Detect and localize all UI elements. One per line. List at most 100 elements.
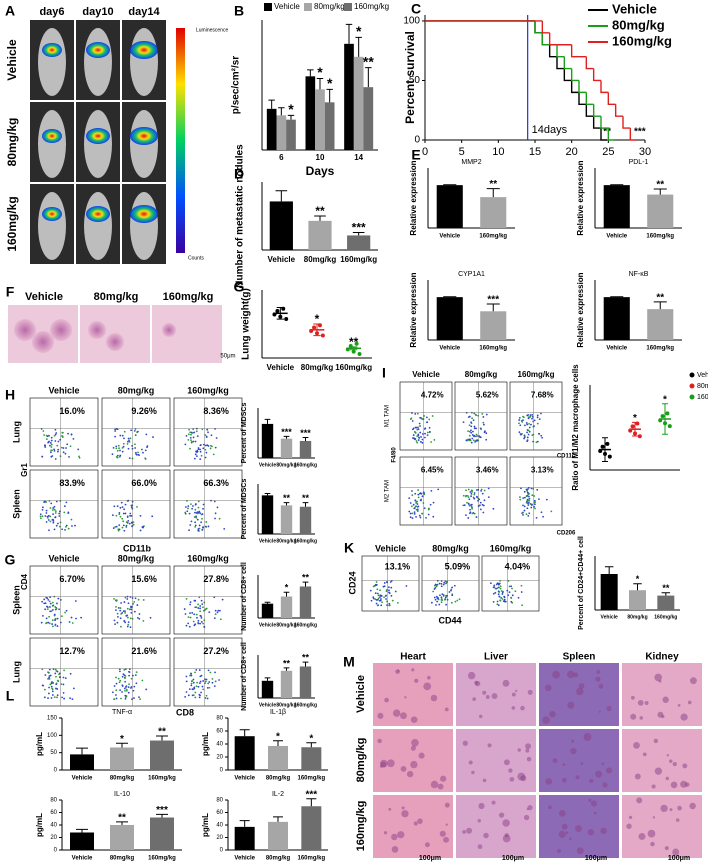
flow-event <box>211 681 214 684</box>
flow-event <box>468 424 471 427</box>
error-bar <box>239 820 250 827</box>
flow-event <box>497 593 500 596</box>
flow-event <box>49 451 52 454</box>
bar <box>600 574 618 610</box>
flow-plot <box>101 469 171 539</box>
error-bar <box>156 813 168 818</box>
bar <box>305 76 316 150</box>
flow-event <box>133 697 135 699</box>
x-tick-label: 80mg/kg <box>276 538 296 544</box>
flow-event <box>51 687 53 690</box>
flow-event <box>445 603 448 606</box>
flow-event <box>379 599 382 602</box>
flow-event <box>47 599 50 601</box>
flow-event <box>204 680 207 683</box>
flow-event <box>416 435 419 438</box>
tissue-detail <box>670 781 678 789</box>
flow-event <box>116 621 119 624</box>
y-axis-label: Number of CD8+ cell <box>241 642 248 711</box>
flow-event <box>54 440 57 442</box>
flow-event <box>49 602 52 605</box>
bar <box>280 438 293 458</box>
flow-event <box>51 623 54 625</box>
flow-event <box>199 444 202 447</box>
tissue-detail <box>444 707 449 712</box>
survival-step <box>592 68 601 82</box>
flow-event <box>56 694 59 697</box>
flow-event <box>415 500 418 503</box>
flow-event <box>116 454 119 457</box>
flow-event <box>196 455 198 457</box>
flow-event <box>536 416 539 419</box>
flow-event <box>74 600 77 602</box>
error-bar <box>283 667 290 671</box>
tissue-detail <box>515 689 518 693</box>
flow-event <box>389 581 392 583</box>
flow-event <box>62 447 65 449</box>
tissue-detail <box>487 743 492 748</box>
histology-image <box>539 729 619 792</box>
mouse-body <box>84 192 112 260</box>
panel-letter: F <box>6 284 15 300</box>
flow-event <box>197 622 200 624</box>
survival-step <box>578 80 587 94</box>
flow-event <box>188 512 191 515</box>
annotation: ** <box>302 573 310 583</box>
flow-event <box>482 504 485 507</box>
x-tick-label: Vehicle <box>606 234 627 240</box>
flow-event <box>52 625 54 628</box>
chart-title: IL-10 <box>114 791 130 798</box>
flow-event <box>440 580 443 582</box>
flow-event <box>119 506 122 509</box>
error-bar <box>632 421 638 437</box>
flow-event <box>536 422 539 425</box>
flow-event <box>71 525 73 527</box>
annotation: *** <box>634 127 646 138</box>
survival-step <box>614 104 623 117</box>
flow-event <box>144 457 147 460</box>
flow-event <box>202 447 205 450</box>
flow-event <box>194 508 197 511</box>
flow-event <box>51 608 54 611</box>
flow-event <box>113 685 116 687</box>
flow-event <box>45 509 48 512</box>
x-tick-label: 80mg/kg <box>304 255 337 264</box>
tissue-detail <box>658 679 662 683</box>
row-label: M1 TAM <box>385 405 391 427</box>
flow-event <box>197 603 199 606</box>
y-tick-label: 100 <box>403 16 420 27</box>
flow-event <box>473 427 476 430</box>
flow-event <box>519 496 521 498</box>
flow-event <box>198 510 201 513</box>
panel-letter: H <box>5 387 15 403</box>
flow-event <box>199 450 202 453</box>
tissue-detail <box>391 846 399 853</box>
flow-event <box>123 430 126 433</box>
error-bar <box>313 323 321 337</box>
tissue-detail <box>595 676 601 682</box>
flow-event <box>489 582 492 585</box>
flow-event <box>63 511 66 514</box>
tissue-detail <box>587 829 595 836</box>
flow-event <box>522 497 525 500</box>
annotation: ** <box>158 727 166 738</box>
flow-event <box>119 515 122 518</box>
y-axis-label: pg/mL <box>35 813 44 837</box>
flow-event <box>184 613 187 615</box>
flow-event <box>434 598 437 601</box>
point <box>607 454 612 459</box>
point <box>320 333 325 338</box>
y-axis-label: p/sec/cm²/sr <box>231 56 242 114</box>
flow-event <box>191 507 194 510</box>
flow-event <box>529 503 532 505</box>
flow-event <box>522 415 524 418</box>
flow-event <box>526 423 529 426</box>
x-tick-label: Vehicle <box>267 363 295 372</box>
flow-event <box>48 677 51 680</box>
tissue-detail <box>400 766 407 772</box>
tissue-detail <box>509 776 515 782</box>
flow-event <box>210 434 213 437</box>
flow-event <box>118 513 121 516</box>
flow-event <box>43 688 46 691</box>
flow-event <box>121 675 124 678</box>
